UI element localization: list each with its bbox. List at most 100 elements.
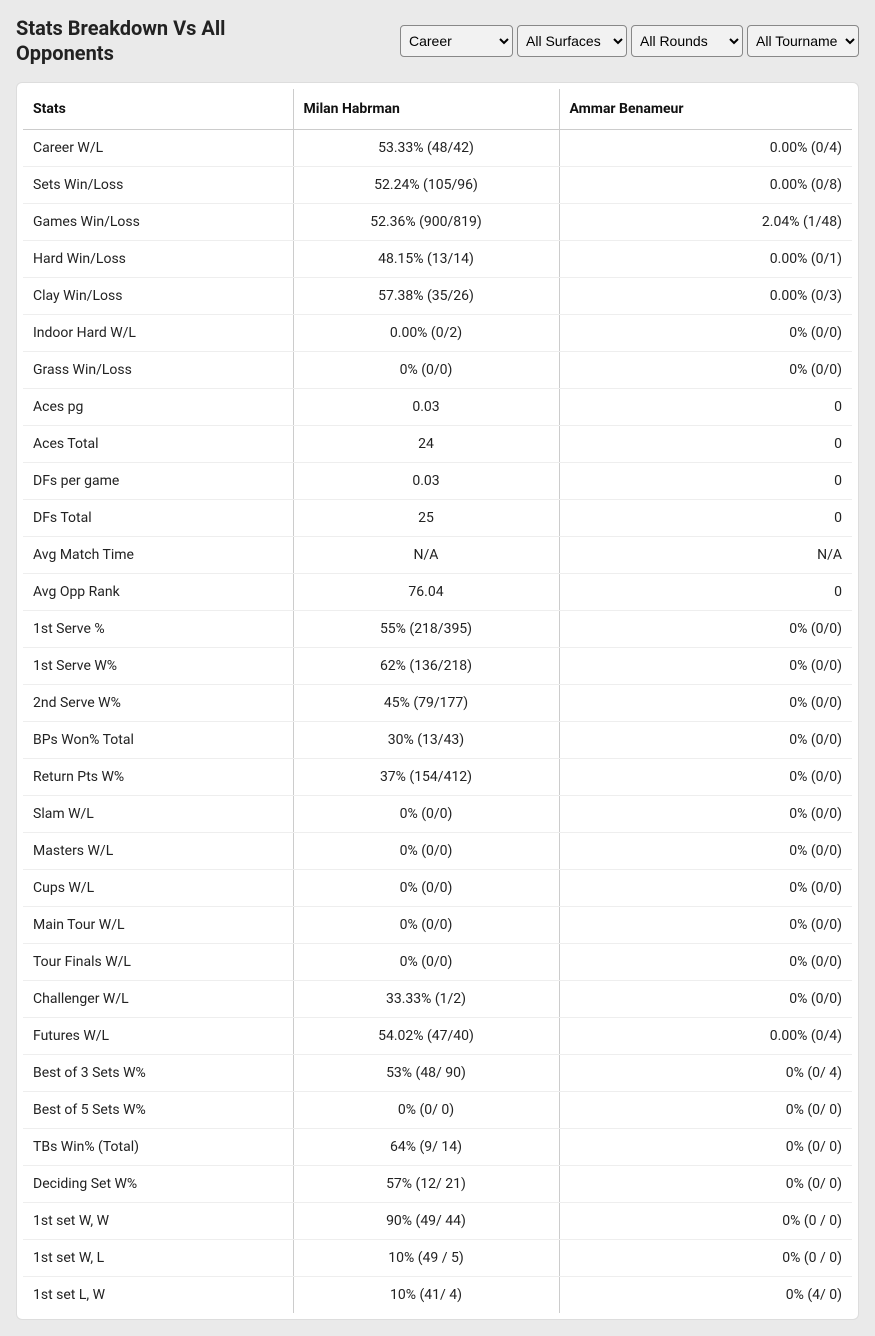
column-header-player1: Milan Habrman — [293, 89, 559, 130]
stat-label: Deciding Set W% — [23, 1166, 293, 1203]
player1-value: 10% (41/ 4) — [293, 1277, 559, 1314]
filter-career-select[interactable]: Career — [400, 25, 513, 57]
player2-value: 0% (0/0) — [559, 870, 852, 907]
player1-value: N/A — [293, 537, 559, 574]
table-row: Aces Total240 — [23, 426, 852, 463]
player2-value: 0.00% (0/8) — [559, 167, 852, 204]
stat-label: Best of 3 Sets W% — [23, 1055, 293, 1092]
stat-label: Challenger W/L — [23, 981, 293, 1018]
player1-value: 62% (136/218) — [293, 648, 559, 685]
filter-tournament-select[interactable]: All Tournaments — [747, 25, 859, 57]
player1-value: 55% (218/395) — [293, 611, 559, 648]
table-row: Best of 5 Sets W%0% (0/ 0)0% (0/ 0) — [23, 1092, 852, 1129]
column-header-player2: Ammar Benameur — [559, 89, 852, 130]
table-row: Return Pts W%37% (154/412)0% (0/0) — [23, 759, 852, 796]
stat-label: 1st Serve % — [23, 611, 293, 648]
player1-value: 0% (0/0) — [293, 833, 559, 870]
table-row: Sets Win/Loss52.24% (105/96)0.00% (0/8) — [23, 167, 852, 204]
player1-value: 0% (0/ 0) — [293, 1092, 559, 1129]
player2-value: 0% (0/0) — [559, 352, 852, 389]
player2-value: 0% (0/ 0) — [559, 1092, 852, 1129]
column-header-stats: Stats — [23, 89, 293, 130]
player2-value: 2.04% (1/48) — [559, 204, 852, 241]
filter-rounds-select[interactable]: All Rounds — [631, 25, 743, 57]
table-row: Tour Finals W/L0% (0/0)0% (0/0) — [23, 944, 852, 981]
stat-label: Futures W/L — [23, 1018, 293, 1055]
stat-label: Aces pg — [23, 389, 293, 426]
page-title: Stats Breakdown Vs All Opponents — [16, 16, 316, 66]
player2-value: 0% (4/ 0) — [559, 1277, 852, 1314]
stat-label: DFs per game — [23, 463, 293, 500]
player2-value: 0% (0 / 0) — [559, 1203, 852, 1240]
player1-value: 52.24% (105/96) — [293, 167, 559, 204]
player1-value: 54.02% (47/40) — [293, 1018, 559, 1055]
stat-label: Best of 5 Sets W% — [23, 1092, 293, 1129]
stats-table: Stats Milan Habrman Ammar Benameur Caree… — [23, 89, 852, 1313]
player2-value: 0% (0/ 0) — [559, 1129, 852, 1166]
player2-value: 0% (0/0) — [559, 759, 852, 796]
table-row: DFs per game0.030 — [23, 463, 852, 500]
stat-label: 1st set L, W — [23, 1277, 293, 1314]
table-row: Deciding Set W%57% (12/ 21)0% (0/ 0) — [23, 1166, 852, 1203]
player1-value: 0% (0/0) — [293, 907, 559, 944]
player2-value: 0% (0/0) — [559, 907, 852, 944]
stat-label: Slam W/L — [23, 796, 293, 833]
player1-value: 0% (0/0) — [293, 944, 559, 981]
header-bar: Stats Breakdown Vs All Opponents Career … — [0, 0, 875, 82]
stat-label: Career W/L — [23, 130, 293, 167]
player1-value: 33.33% (1/2) — [293, 981, 559, 1018]
stat-label: 1st Serve W% — [23, 648, 293, 685]
table-row: Masters W/L0% (0/0)0% (0/0) — [23, 833, 852, 870]
stat-label: Avg Opp Rank — [23, 574, 293, 611]
table-row: Futures W/L54.02% (47/40)0.00% (0/4) — [23, 1018, 852, 1055]
player2-value: 0 — [559, 574, 852, 611]
player1-value: 24 — [293, 426, 559, 463]
stat-label: Avg Match Time — [23, 537, 293, 574]
player2-value: 0 — [559, 389, 852, 426]
table-row: Indoor Hard W/L0.00% (0/2)0% (0/0) — [23, 315, 852, 352]
player1-value: 48.15% (13/14) — [293, 241, 559, 278]
stat-label: Aces Total — [23, 426, 293, 463]
player2-value: 0.00% (0/3) — [559, 278, 852, 315]
stat-label: DFs Total — [23, 500, 293, 537]
table-row: 1st set W, W90% (49/ 44)0% (0 / 0) — [23, 1203, 852, 1240]
player2-value: 0 — [559, 500, 852, 537]
table-row: Aces pg0.030 — [23, 389, 852, 426]
table-row: DFs Total250 — [23, 500, 852, 537]
player1-value: 57.38% (35/26) — [293, 278, 559, 315]
stat-label: Tour Finals W/L — [23, 944, 293, 981]
table-row: BPs Won% Total30% (13/43)0% (0/0) — [23, 722, 852, 759]
table-row: 1st set L, W10% (41/ 4)0% (4/ 0) — [23, 1277, 852, 1314]
stat-label: Cups W/L — [23, 870, 293, 907]
stat-label: Main Tour W/L — [23, 907, 293, 944]
player1-value: 0% (0/0) — [293, 352, 559, 389]
player2-value: 0% (0/0) — [559, 685, 852, 722]
table-header-row: Stats Milan Habrman Ammar Benameur — [23, 89, 852, 130]
player1-value: 0.03 — [293, 463, 559, 500]
table-row: TBs Win% (Total)64% (9/ 14)0% (0/ 0) — [23, 1129, 852, 1166]
table-row: 2nd Serve W%45% (79/177)0% (0/0) — [23, 685, 852, 722]
player2-value: 0 — [559, 426, 852, 463]
player1-value: 0% (0/0) — [293, 870, 559, 907]
filter-surface-select[interactable]: All Surfaces — [517, 25, 627, 57]
stat-label: Grass Win/Loss — [23, 352, 293, 389]
stat-label: 1st set W, W — [23, 1203, 293, 1240]
stat-label: Indoor Hard W/L — [23, 315, 293, 352]
stat-label: Masters W/L — [23, 833, 293, 870]
table-row: Clay Win/Loss57.38% (35/26)0.00% (0/3) — [23, 278, 852, 315]
table-row: Avg Match TimeN/AN/A — [23, 537, 852, 574]
stat-label: 1st set W, L — [23, 1240, 293, 1277]
table-row: Main Tour W/L0% (0/0)0% (0/0) — [23, 907, 852, 944]
stat-label: BPs Won% Total — [23, 722, 293, 759]
stat-label: Games Win/Loss — [23, 204, 293, 241]
stats-table-wrapper: Stats Milan Habrman Ammar Benameur Caree… — [16, 82, 859, 1320]
filter-group: Career All Surfaces All Rounds All Tourn… — [400, 25, 859, 57]
table-row: 1st Serve W%62% (136/218)0% (0/0) — [23, 648, 852, 685]
player1-value: 76.04 — [293, 574, 559, 611]
player1-value: 37% (154/412) — [293, 759, 559, 796]
player2-value: 0% (0/0) — [559, 722, 852, 759]
player2-value: 0.00% (0/4) — [559, 130, 852, 167]
player1-value: 25 — [293, 500, 559, 537]
stat-label: Hard Win/Loss — [23, 241, 293, 278]
player2-value: 0% (0/ 4) — [559, 1055, 852, 1092]
